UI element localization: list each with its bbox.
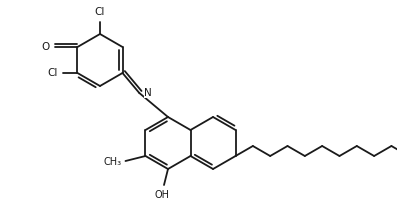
Text: N: N: [144, 88, 152, 98]
Text: OH: OH: [154, 190, 170, 200]
Text: CH₃: CH₃: [103, 157, 121, 167]
Text: Cl: Cl: [95, 7, 105, 17]
Text: Cl: Cl: [47, 68, 58, 78]
Text: O: O: [41, 42, 50, 52]
